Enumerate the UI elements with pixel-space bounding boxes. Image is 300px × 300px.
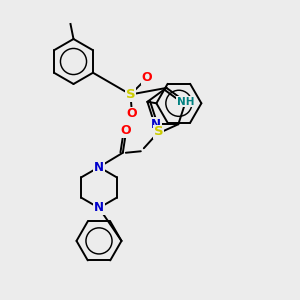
Text: NH: NH [177,97,194,107]
Text: N: N [94,201,104,214]
Text: O: O [142,71,152,85]
Text: O: O [121,124,131,137]
Text: N: N [94,160,104,174]
Text: S: S [154,125,164,138]
Text: O: O [127,107,137,121]
Text: N: N [151,118,161,131]
Text: S: S [126,88,135,101]
